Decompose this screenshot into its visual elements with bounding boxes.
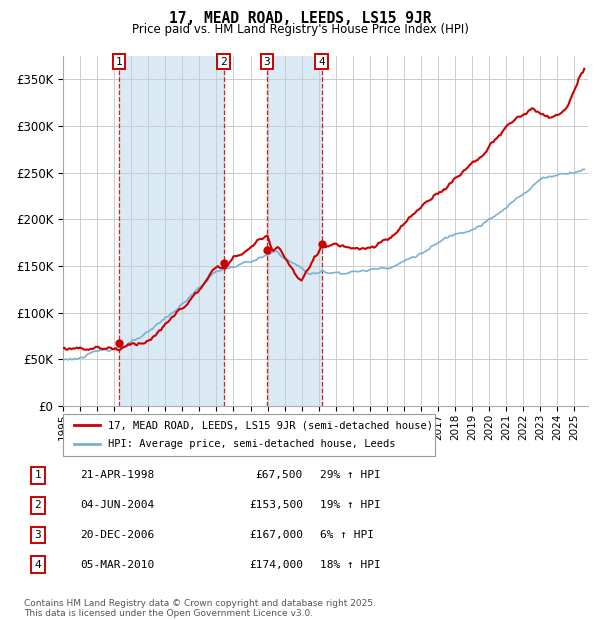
Text: £153,500: £153,500 xyxy=(249,500,303,510)
Text: Contains HM Land Registry data © Crown copyright and database right 2025.
This d: Contains HM Land Registry data © Crown c… xyxy=(24,599,376,618)
Text: £167,000: £167,000 xyxy=(249,530,303,540)
Text: Price paid vs. HM Land Registry's House Price Index (HPI): Price paid vs. HM Land Registry's House … xyxy=(131,23,469,36)
Text: 3: 3 xyxy=(35,530,41,540)
Text: 17, MEAD ROAD, LEEDS, LS15 9JR: 17, MEAD ROAD, LEEDS, LS15 9JR xyxy=(169,11,431,26)
Text: 05-MAR-2010: 05-MAR-2010 xyxy=(80,560,154,570)
Text: £67,500: £67,500 xyxy=(256,471,303,480)
Text: 6% ↑ HPI: 6% ↑ HPI xyxy=(320,530,374,540)
Text: 17, MEAD ROAD, LEEDS, LS15 9JR (semi-detached house): 17, MEAD ROAD, LEEDS, LS15 9JR (semi-det… xyxy=(107,420,433,430)
Text: 29% ↑ HPI: 29% ↑ HPI xyxy=(320,471,380,480)
Text: 4: 4 xyxy=(35,560,41,570)
Text: 3: 3 xyxy=(263,56,270,66)
Text: 21-APR-1998: 21-APR-1998 xyxy=(80,471,154,480)
Text: 2: 2 xyxy=(220,56,227,66)
Text: 20-DEC-2006: 20-DEC-2006 xyxy=(80,530,154,540)
Text: 2: 2 xyxy=(35,500,41,510)
Text: HPI: Average price, semi-detached house, Leeds: HPI: Average price, semi-detached house,… xyxy=(107,439,395,449)
FancyBboxPatch shape xyxy=(63,414,435,456)
Text: 18% ↑ HPI: 18% ↑ HPI xyxy=(320,560,380,570)
Bar xyxy=(119,56,224,406)
Text: 1: 1 xyxy=(35,471,41,480)
Text: 1: 1 xyxy=(116,56,122,66)
Bar xyxy=(267,56,322,406)
Text: 4: 4 xyxy=(318,56,325,66)
Text: £174,000: £174,000 xyxy=(249,560,303,570)
Text: 19% ↑ HPI: 19% ↑ HPI xyxy=(320,500,380,510)
Text: 04-JUN-2004: 04-JUN-2004 xyxy=(80,500,154,510)
